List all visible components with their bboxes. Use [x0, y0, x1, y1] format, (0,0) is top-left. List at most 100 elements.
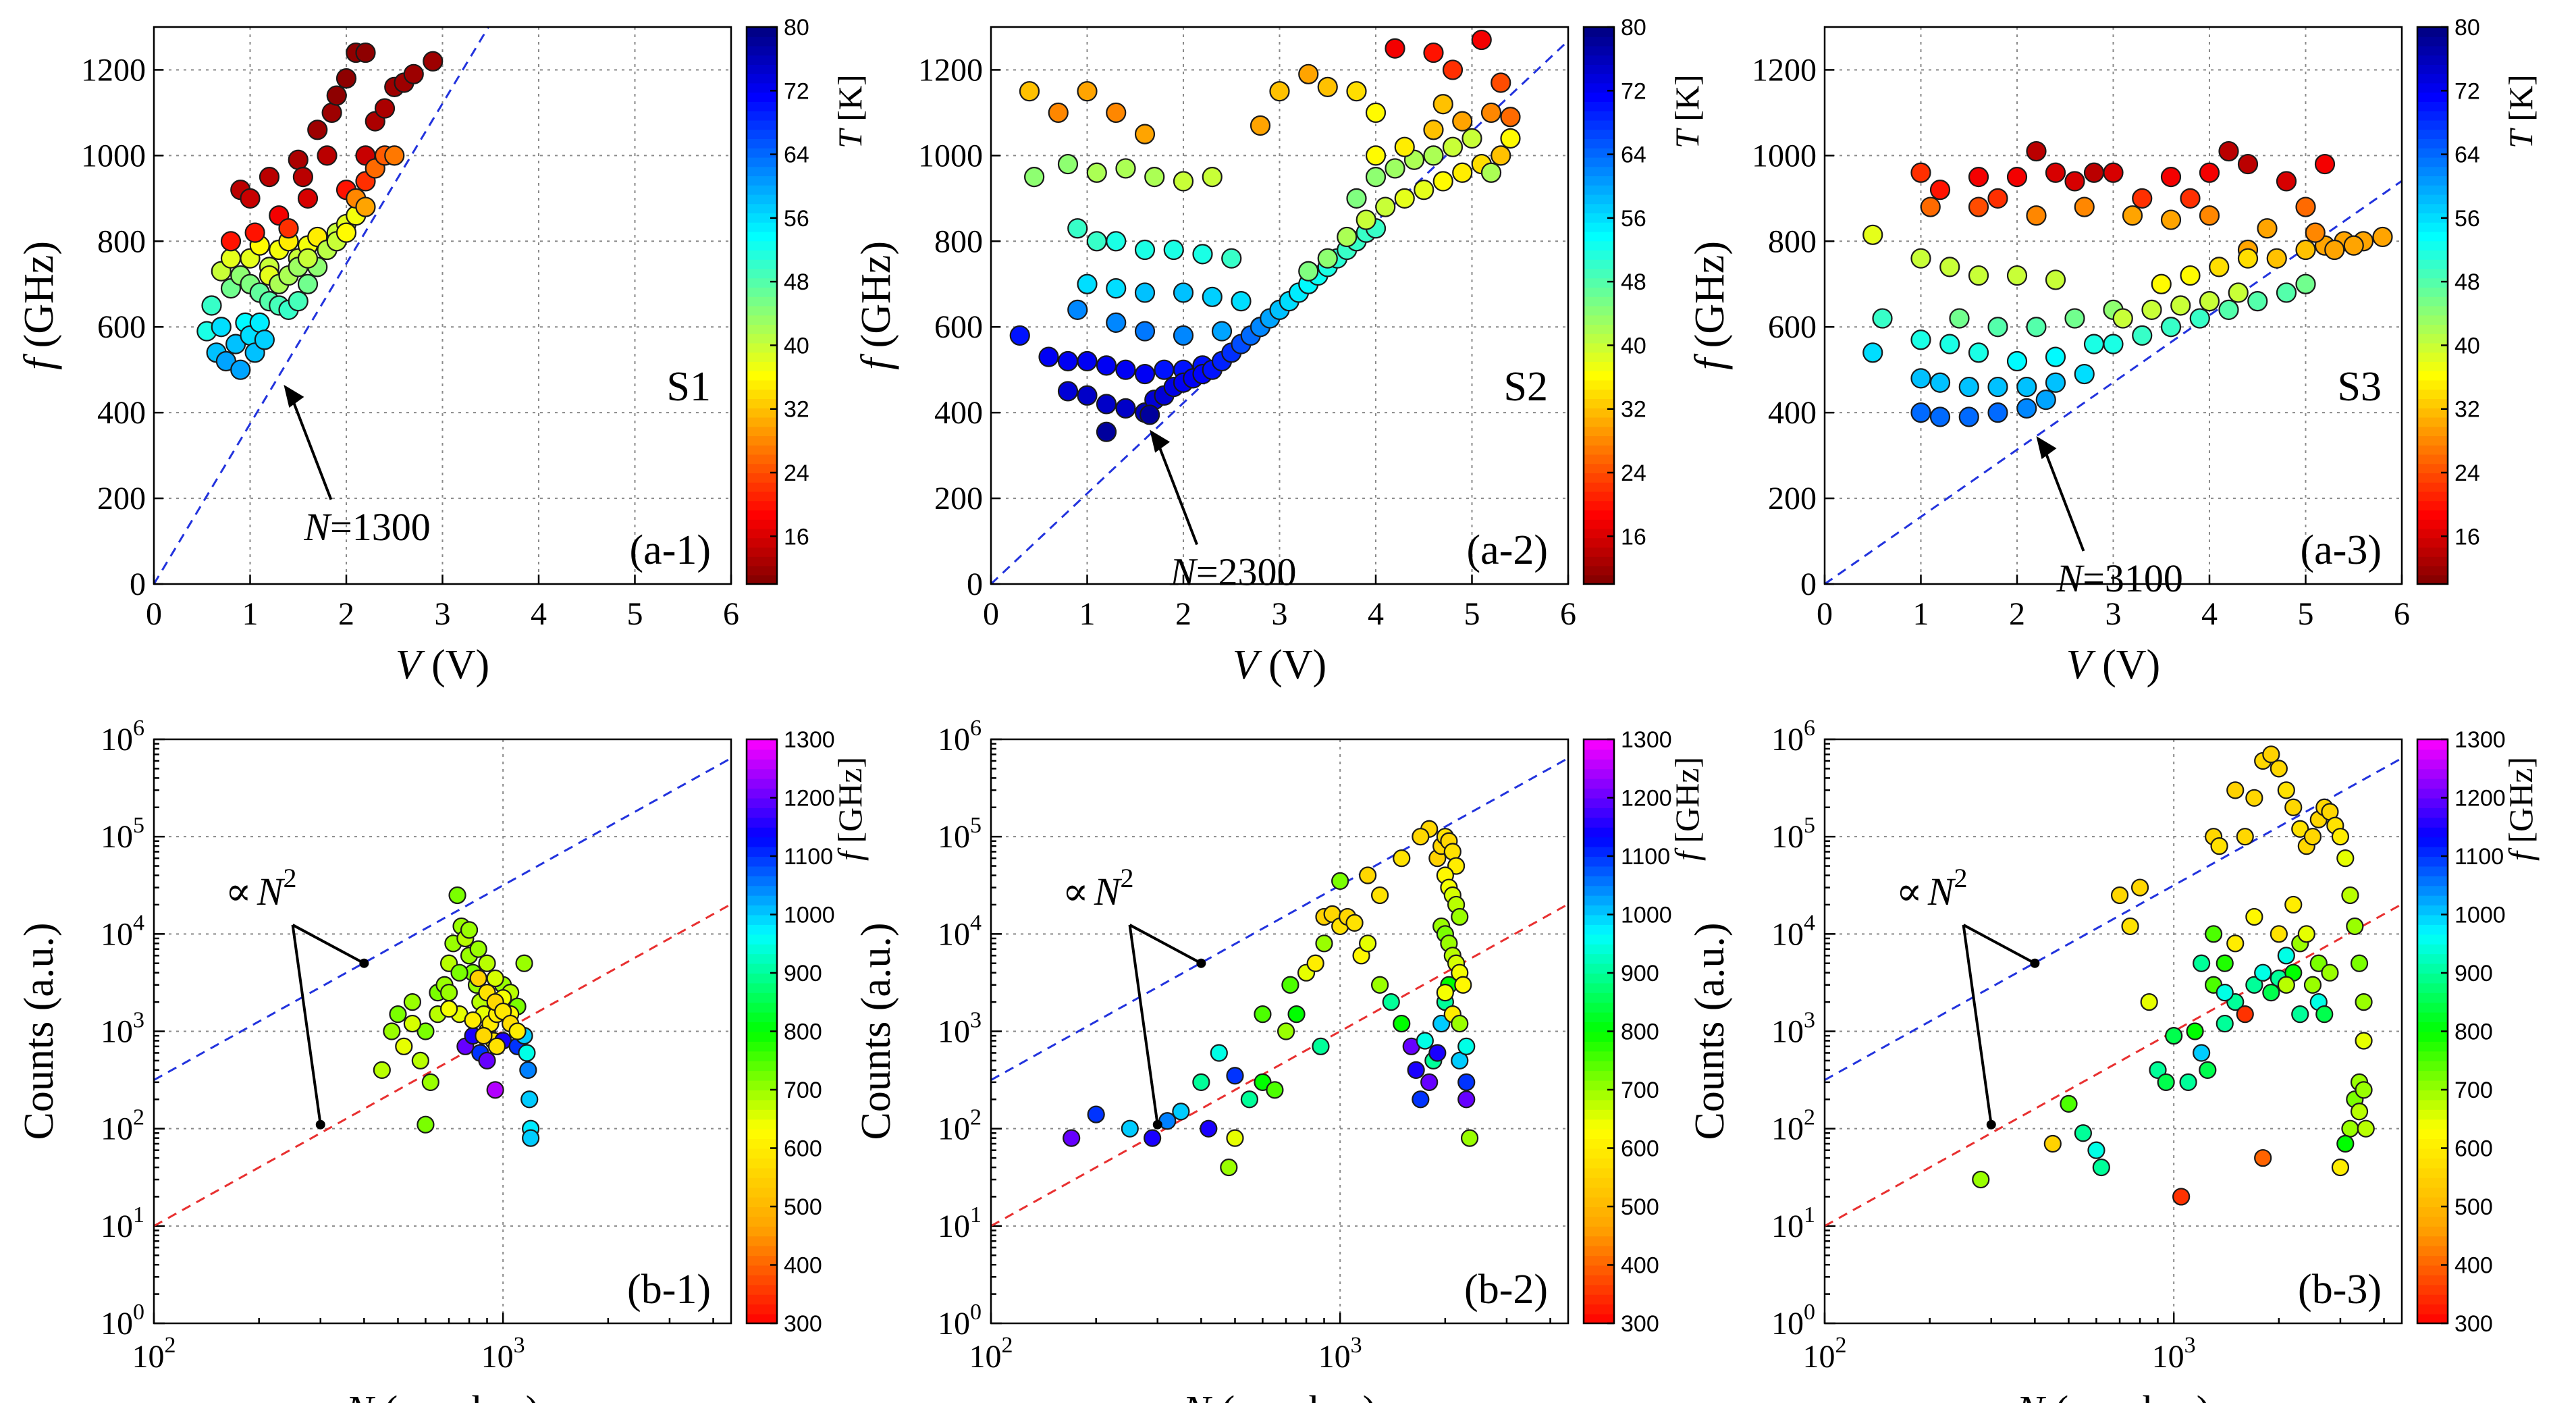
freq-colorbar-segment — [1584, 1284, 1614, 1295]
temp-colorbar-segment — [2417, 268, 2448, 279]
freq-colorbar-segment — [1584, 1177, 1614, 1188]
data-point — [522, 1129, 540, 1147]
tick-label-y: 100 — [1771, 1300, 1815, 1342]
data-point — [2160, 167, 2182, 188]
temp-colorbar-segment — [2417, 537, 2448, 548]
data-point — [2262, 745, 2280, 764]
tick-label-x: 6 — [1560, 596, 1576, 632]
temp-colorbar-segment — [1584, 398, 1614, 408]
freq-colorbar-segment — [1584, 778, 1614, 789]
temp-colorbar-segment — [2417, 417, 2448, 427]
temp-colorbar-segment — [747, 129, 777, 139]
temp-colorbar-segment — [2417, 287, 2448, 297]
data-point — [1106, 231, 1127, 252]
data-point — [2355, 1032, 2373, 1050]
temp-colorbar-segment — [1584, 361, 1614, 371]
tick-label-x: 3 — [2105, 596, 2122, 632]
data-point — [417, 1022, 435, 1040]
freq-colorbar-tick-label: 400 — [1621, 1253, 1659, 1279]
tick-label-y-exp: 4 — [133, 910, 144, 935]
data-point — [2026, 140, 2047, 162]
freq-colorbar-segment — [2417, 1080, 2448, 1090]
temp-colorbar-segment — [747, 510, 777, 520]
annotation-arrow — [289, 394, 333, 500]
data-point — [1211, 321, 1233, 342]
x-axis-label-unit: (number) — [1210, 1388, 1376, 1403]
temp-colorbar-segment — [1584, 73, 1614, 84]
freq-colorbar-segment — [2417, 856, 2448, 867]
data-point — [201, 295, 222, 316]
data-point — [384, 145, 405, 166]
freq-colorbar-segment — [2417, 866, 2448, 876]
data-point — [2314, 153, 2336, 175]
tick-label-x-exp: 2 — [1835, 1333, 1847, 1358]
data-point — [1269, 81, 1290, 102]
data-point — [1192, 244, 1213, 265]
data-point — [2026, 205, 2047, 226]
temp-colorbar-segment — [1584, 36, 1614, 47]
data-point — [244, 222, 265, 243]
tick-label-x: 4 — [531, 596, 547, 632]
tick-label-y: 104 — [938, 910, 982, 952]
tick-label-y-base: 10 — [1771, 1111, 1804, 1147]
freq-colorbar-segment — [1584, 914, 1614, 925]
temp-colorbar-segment — [747, 82, 777, 93]
freq-colorbar-segment — [747, 1294, 777, 1305]
data-point — [2336, 849, 2355, 868]
freq-colorbar-tick-label: 1300 — [2454, 727, 2506, 753]
x-axis-label: V (V) — [2066, 642, 2160, 688]
data-point — [1500, 107, 1521, 128]
temp-colorbar-segment — [1584, 277, 1614, 288]
data-point — [1134, 321, 1156, 342]
annotation-arrowhead — [2036, 436, 2057, 460]
temp-colorbar-segment — [2417, 82, 2448, 93]
data-point — [1432, 171, 1453, 192]
freq-colorbar-tick-label: 800 — [2454, 1020, 2493, 1045]
tick-label-y: 105 — [101, 813, 144, 855]
temp-colorbar-segment — [747, 537, 777, 548]
data-point — [450, 963, 468, 982]
freq-colorbar-segment — [747, 749, 777, 760]
freq-colorbar-segment — [1584, 788, 1614, 799]
freq-colorbar-segment — [2417, 1157, 2448, 1169]
temp-colorbar-segment — [747, 352, 777, 362]
tick-label-y: 800 — [97, 223, 146, 259]
data-point — [1317, 248, 1338, 269]
freq-colorbar-segment — [747, 788, 777, 799]
data-point — [2189, 308, 2210, 329]
data-point — [1202, 286, 1223, 307]
sample-label: S3 — [2338, 364, 2382, 410]
freq-colorbar-segment — [1584, 953, 1614, 964]
freq-colorbar-title: f [GHz] — [831, 757, 869, 861]
data-point — [2331, 828, 2350, 846]
annotation-arrow — [1155, 438, 1198, 546]
annotation-var: N — [2056, 556, 2085, 600]
annotation-label: N=2300 — [1169, 550, 1296, 594]
data-point — [1451, 1014, 1469, 1033]
temp-colorbar-segment — [2417, 203, 2448, 213]
temp-colorbar-segment — [747, 73, 777, 84]
tick-label-x: 1 — [1079, 596, 1096, 632]
freq-colorbar-segment — [747, 1245, 777, 1256]
temp-colorbar-segment — [1584, 296, 1614, 307]
data-point — [2160, 317, 2182, 338]
temp-colorbar-segment — [2417, 213, 2448, 223]
tick-label-x-exp: 3 — [1351, 1333, 1362, 1358]
y-axis-label: Counts (a.u.) — [1687, 922, 1733, 1140]
guide-line-blue — [153, 757, 732, 1081]
data-point — [2357, 1119, 2375, 1138]
freq-colorbar-segment — [2417, 1051, 2448, 1061]
data-point — [1491, 72, 1511, 93]
data-point — [464, 1011, 482, 1030]
data-point — [220, 231, 242, 252]
freq-colorbar-segment — [747, 1274, 777, 1286]
temp-colorbar-segment — [2417, 398, 2448, 408]
tick-label-y: 105 — [938, 813, 982, 855]
temp-colorbar-segment — [747, 342, 777, 353]
temp-colorbar-segment — [1584, 537, 1614, 548]
data-point — [288, 149, 308, 170]
data-point — [1192, 1073, 1210, 1091]
